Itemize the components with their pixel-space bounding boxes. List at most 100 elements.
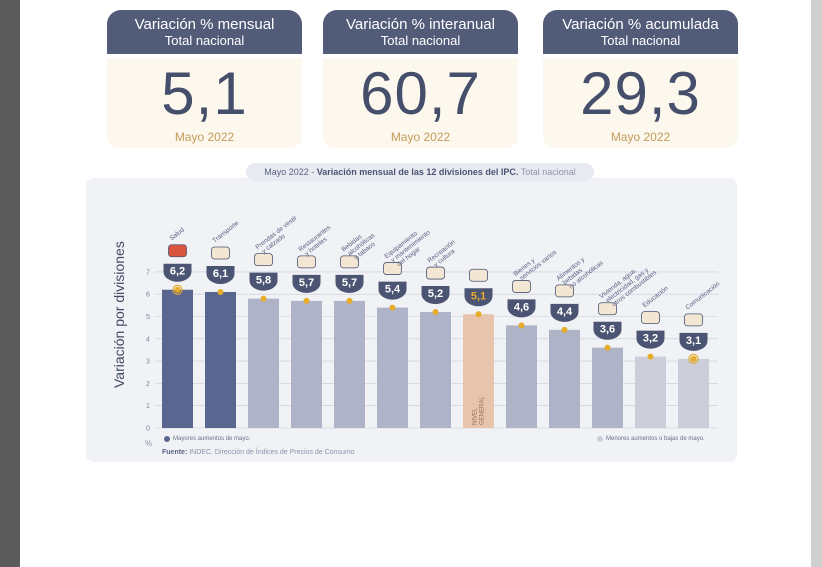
category-label: Salud xyxy=(168,226,186,242)
y-tick-label: 3 xyxy=(146,359,150,366)
bar-marker-dot xyxy=(260,295,267,302)
general-level-label: NIVELGENERAL xyxy=(473,396,486,425)
bus-car-icon xyxy=(211,246,230,260)
value-badge xyxy=(206,265,235,284)
legend-swatch-high xyxy=(164,436,170,442)
bar xyxy=(377,307,408,428)
value-label: 5,4 xyxy=(385,284,401,296)
drinks-icon xyxy=(340,255,359,269)
kpi-card-cumulative: Variación % acumulada Total nacional 29,… xyxy=(543,10,738,148)
category-label: Recreacióny cultura xyxy=(426,239,461,271)
source-label: Fuente: xyxy=(162,449,188,456)
y-tick-label: 7 xyxy=(146,269,150,276)
value-label: 3,6 xyxy=(600,324,615,336)
bar-marker-dot xyxy=(432,309,439,316)
legend-lower-label: Menores aumentos o bajas de mayo. xyxy=(606,436,705,442)
restaurant-icon xyxy=(297,255,316,269)
bar-marker-dot xyxy=(604,344,611,351)
kpi-card-monthly: Variación % mensual Total nacional 5,1 M… xyxy=(107,10,302,148)
kpi-subtitle: Total nacional xyxy=(164,33,245,48)
category-label: Restaurantesy hoteles xyxy=(297,224,337,259)
legend-higher-label: Mayores aumentos de mayo. xyxy=(173,436,251,442)
value-label: 5,8 xyxy=(256,275,271,287)
value-label: 5,7 xyxy=(299,277,314,289)
kpi-body: 5,1 Mayo 2022 xyxy=(107,58,302,148)
kpi-value: 5,1 xyxy=(161,60,248,127)
bar-marker-dot xyxy=(690,355,697,362)
bar xyxy=(506,325,537,428)
bar xyxy=(334,300,365,428)
bar xyxy=(162,289,193,428)
y-tick-label: 4 xyxy=(146,336,150,343)
kpi-title: Variación % mensual xyxy=(134,16,275,33)
kpi-subtitle: Total nacional xyxy=(380,33,461,48)
value-badge xyxy=(550,303,579,322)
kpi-title: Variación % interanual xyxy=(346,16,495,33)
value-badge xyxy=(636,330,665,349)
value-label: 5,1 xyxy=(471,290,486,302)
kpi-date: Mayo 2022 xyxy=(174,130,235,144)
source-text: INDEC. Dirección de Índices de Precios d… xyxy=(187,449,355,456)
value-label: 5,2 xyxy=(428,288,443,300)
value-label: 6,1 xyxy=(213,268,228,280)
bar-marker-dot xyxy=(346,297,353,304)
books-icon xyxy=(641,311,660,325)
bar-marker-dot xyxy=(174,286,181,293)
value-label: 3,1 xyxy=(686,335,701,347)
bar-marker-dot xyxy=(389,304,396,311)
bar xyxy=(635,356,666,428)
kpi-card-year-over-year: Variación % interanual Total nacional 60… xyxy=(323,10,518,148)
lightbulb-icon xyxy=(598,302,617,316)
bar xyxy=(420,312,451,428)
value-badge xyxy=(464,288,493,307)
category-label: Comunicación xyxy=(684,280,721,311)
clothing-icon xyxy=(254,253,273,267)
bar-marker-dot xyxy=(303,297,310,304)
bar-marker-dot xyxy=(561,326,568,333)
category-label: Educación xyxy=(641,285,670,309)
kpi-header: Variación % mensual Total nacional xyxy=(107,10,302,54)
chart-title-main: Variación mensual de las 12 divisiones d… xyxy=(316,167,519,177)
bar-marker-dot xyxy=(475,311,482,318)
kpi-date: Mayo 2022 xyxy=(610,130,671,144)
category-label: Transporte xyxy=(211,220,240,245)
category-label: Bienes yservicios varios xyxy=(512,243,558,283)
kpi-title: Variación % acumulada xyxy=(562,16,719,33)
chart-title: Mayo 2022 - Variación mensual de las 12 … xyxy=(246,163,594,181)
food-icon xyxy=(555,284,574,298)
value-badge xyxy=(507,299,536,318)
y-tick-label: 2 xyxy=(146,381,150,388)
bar-marker-ring xyxy=(688,353,699,364)
value-label: 4,6 xyxy=(514,301,529,313)
phone-icon xyxy=(684,313,703,327)
first-aid-kit-icon xyxy=(168,244,187,258)
value-label: 3,2 xyxy=(643,333,658,345)
bar xyxy=(205,291,236,428)
general-basket-icon xyxy=(469,268,488,282)
recreation-icon xyxy=(426,266,445,280)
y-tick-label: 6 xyxy=(146,292,150,299)
chart-panel xyxy=(86,178,737,462)
value-label: 4,4 xyxy=(557,306,573,318)
value-badge xyxy=(378,281,407,300)
chart-title-prefix: Mayo 2022 - xyxy=(264,167,317,177)
value-badge xyxy=(679,332,708,351)
scroll-gutter[interactable] xyxy=(811,0,822,567)
kpi-subtitle: Total nacional xyxy=(600,33,681,48)
bar-marker-dot xyxy=(518,322,525,329)
bar-marker-ring xyxy=(172,284,183,295)
kpi-value: 60,7 xyxy=(360,60,481,127)
bar-marker-dot xyxy=(217,288,224,295)
y-tick-label: 0 xyxy=(146,426,150,433)
bar xyxy=(678,358,709,428)
bar-marker-dot xyxy=(647,353,654,360)
chart-title-suffix: Total nacional xyxy=(518,167,576,177)
value-badge xyxy=(292,274,321,293)
source-note: Fuente: INDEC. Dirección de Índices de P… xyxy=(162,449,355,456)
category-label: Prendas de vestiry calzado xyxy=(254,214,303,257)
kpi-value: 29,3 xyxy=(580,60,701,127)
kpi-header: Variación % acumulada Total nacional xyxy=(543,10,738,54)
bar xyxy=(592,347,623,428)
value-badge xyxy=(163,263,192,282)
percent-unit: % xyxy=(145,439,153,448)
